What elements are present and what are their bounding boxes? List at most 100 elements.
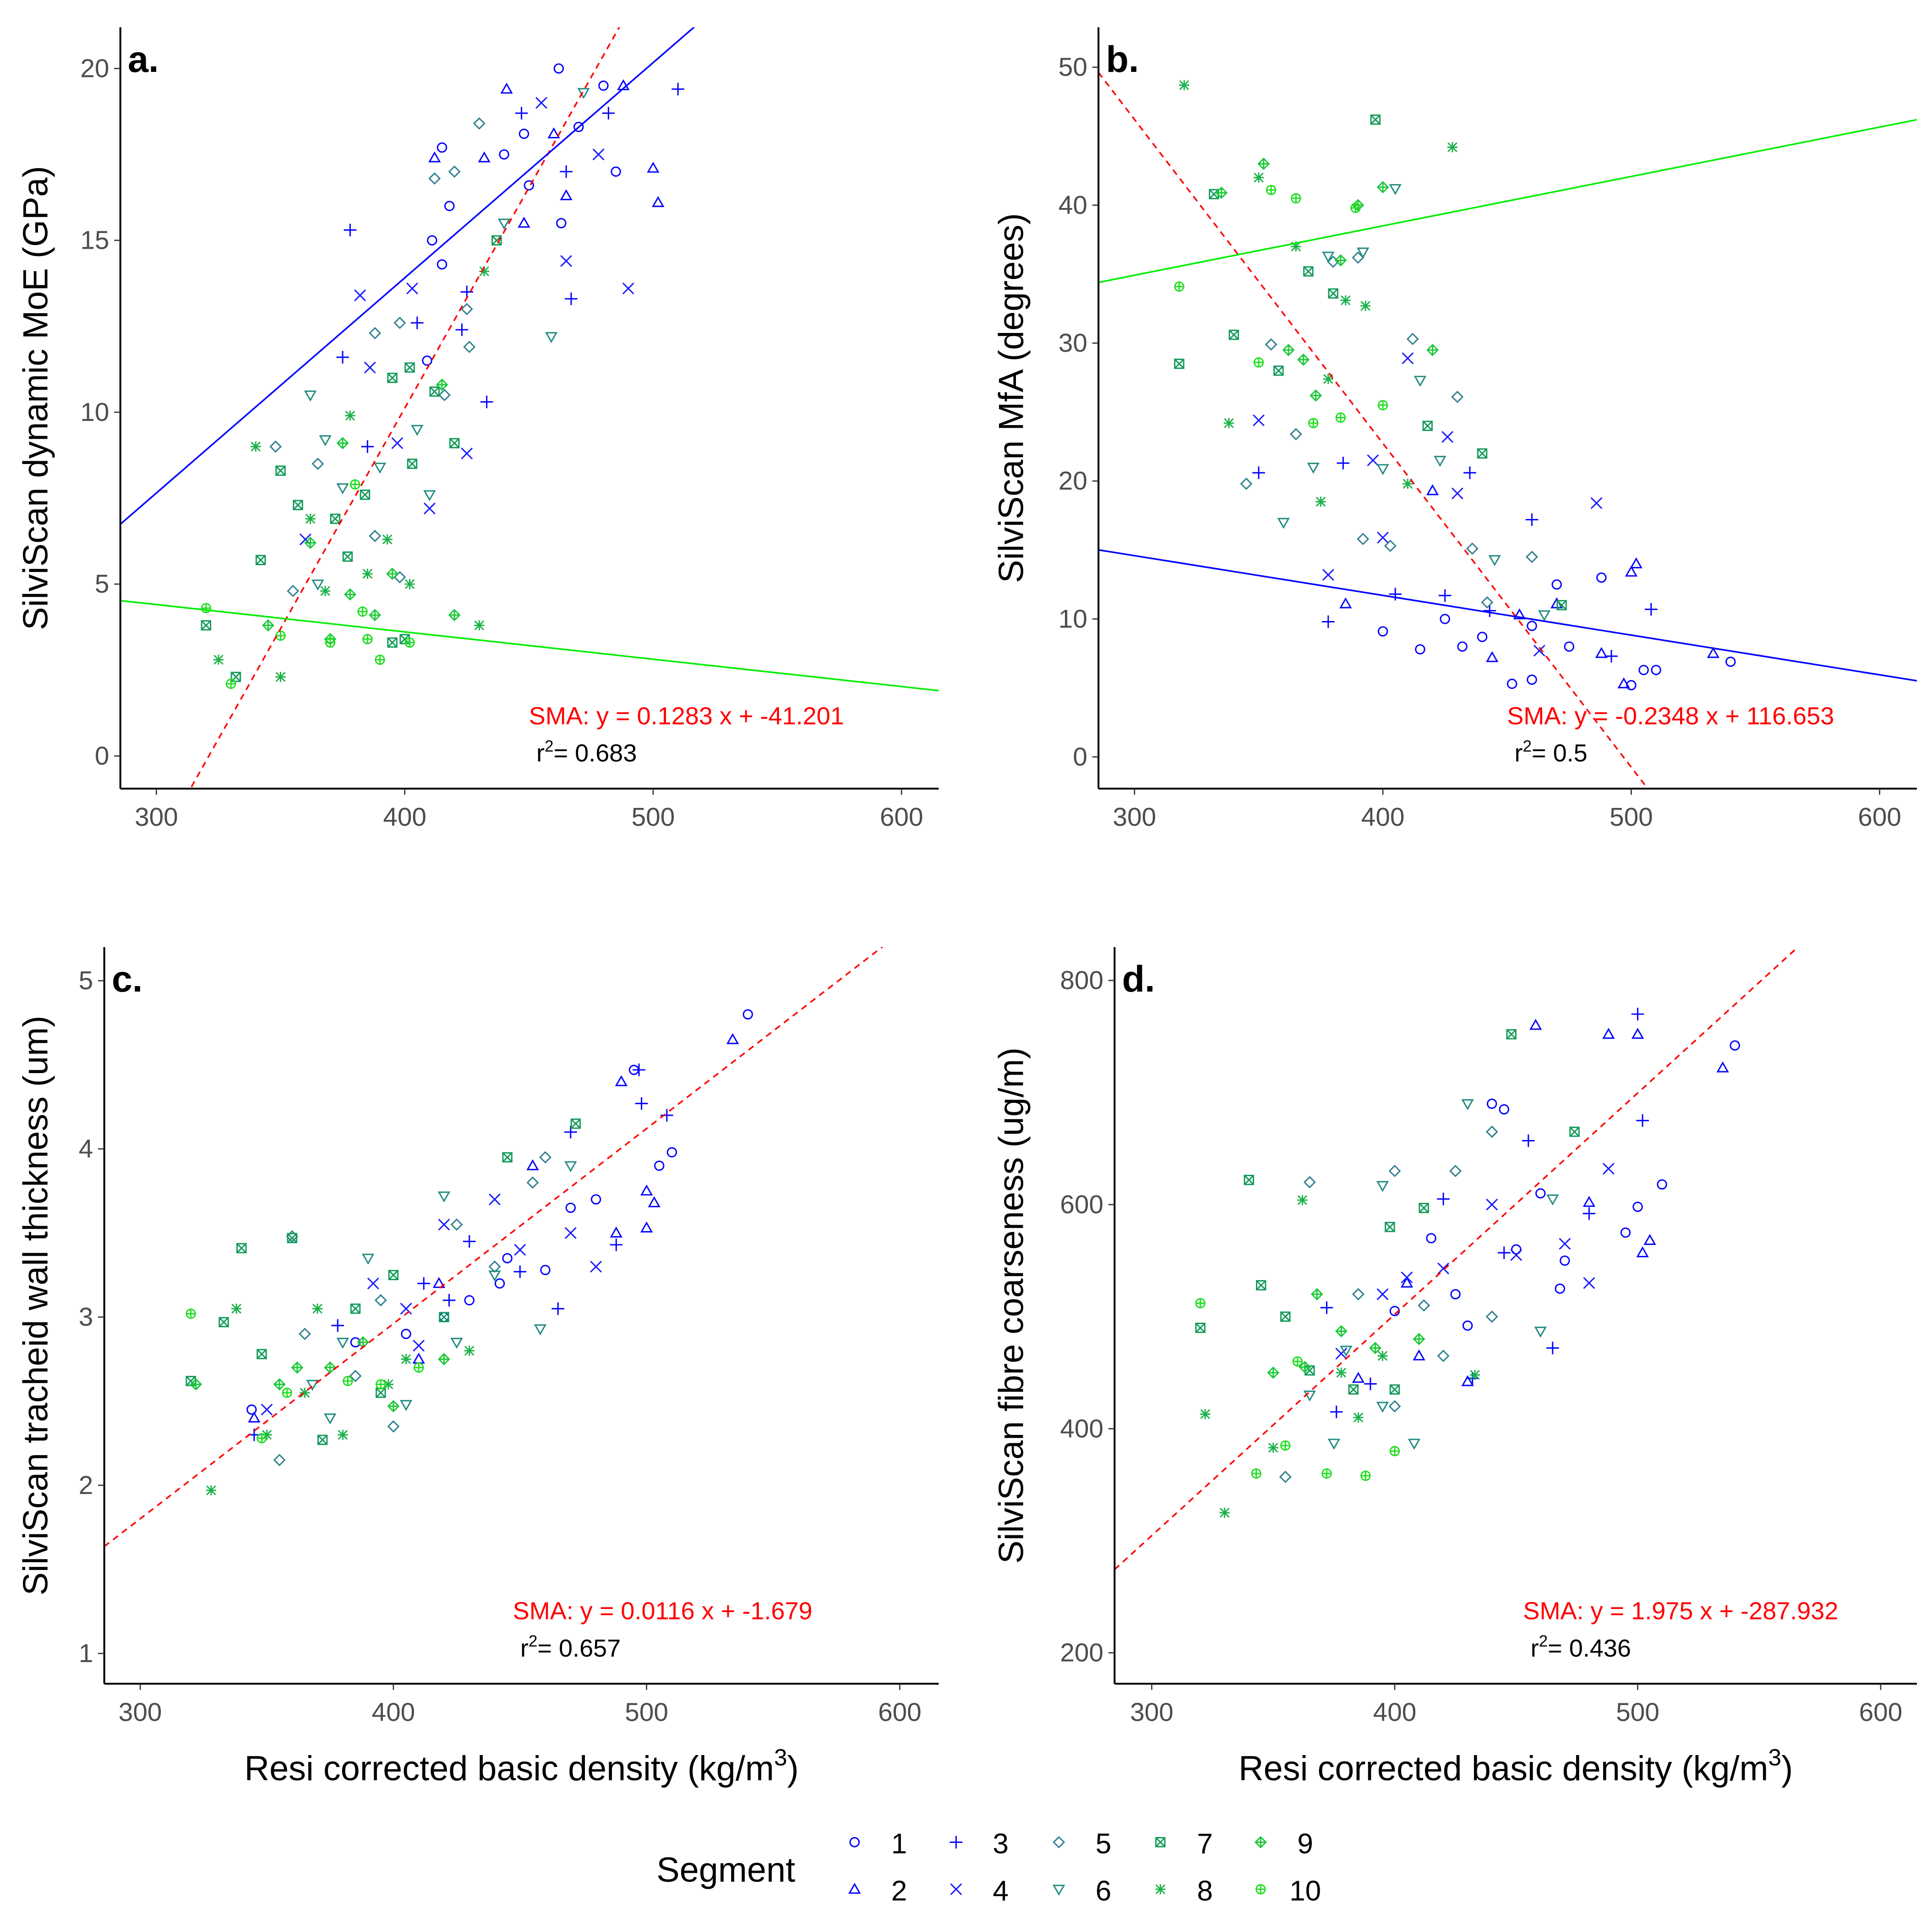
data-point-segment-7	[1273, 365, 1284, 376]
data-point-segment-4	[1602, 1162, 1615, 1175]
data-point-segment-7	[376, 1387, 386, 1398]
data-point-segment-7	[317, 1434, 328, 1445]
y-tick-label: 20	[80, 54, 109, 83]
panel-label: c.	[112, 959, 143, 1000]
data-point-segment-6	[1340, 1346, 1353, 1357]
data-point-segment-1	[401, 1329, 411, 1339]
legend-item-segment-6: 6	[1053, 1875, 1111, 1907]
scatter-points	[201, 63, 684, 689]
data-point-segment-1	[598, 80, 609, 91]
r-squared: r2= 0.657	[520, 1632, 621, 1662]
data-point-segment-8	[1469, 1369, 1480, 1380]
data-point-segment-1	[1560, 1255, 1570, 1266]
data-point-segment-9	[262, 619, 274, 632]
data-point-segment-2	[615, 1075, 628, 1086]
data-point-segment-8	[383, 1379, 393, 1390]
data-point-segment-1	[1535, 1188, 1546, 1199]
data-point-segment-1	[437, 259, 448, 270]
data-point-segment-7	[407, 458, 418, 469]
data-point-segment-10	[343, 1376, 353, 1386]
data-point-segment-2	[1631, 1028, 1644, 1039]
data-point-segment-2	[640, 1184, 653, 1196]
legend-symbol-icon	[1155, 1884, 1166, 1895]
data-point-segment-6	[1389, 184, 1402, 195]
data-point-segment-2	[1630, 557, 1643, 568]
data-point-segment-2	[1707, 647, 1719, 658]
data-point-segment-5	[463, 340, 476, 353]
legend-item-segment-10: 10	[1255, 1875, 1321, 1907]
data-point-segment-3	[1438, 589, 1452, 602]
data-point-segment-1	[1462, 1320, 1473, 1331]
data-point-segment-2	[1461, 1375, 1474, 1386]
legend-item-segment-2: 2	[848, 1875, 907, 1907]
data-point-segment-5	[473, 117, 486, 130]
data-point-segment-9	[436, 378, 448, 391]
data-point-segment-2	[526, 1159, 539, 1171]
data-point-segment-1	[540, 1265, 551, 1276]
data-point-segment-3	[1252, 466, 1265, 480]
data-point-segment-5	[1388, 1165, 1401, 1178]
scatter-points	[1174, 80, 1736, 691]
legend-symbol-icon	[1254, 1836, 1267, 1849]
data-point-segment-5	[1303, 1176, 1316, 1189]
y-tick-label: 50	[1059, 53, 1087, 82]
data-point-segment-1	[518, 128, 529, 139]
data-point-segment-7	[429, 386, 440, 397]
data-point-segment-1	[553, 63, 564, 74]
data-point-segment-7	[1569, 1126, 1580, 1137]
data-point-segment-6	[1376, 1401, 1389, 1413]
data-point-segment-6	[304, 390, 317, 402]
y-tick-label: 40	[1059, 191, 1087, 220]
data-point-segment-8	[275, 671, 286, 682]
data-point-segment-7	[275, 465, 286, 476]
data-point-segment-10	[1350, 202, 1361, 213]
data-point-segment-1	[437, 142, 448, 153]
data-point-segment-9	[344, 588, 356, 601]
data-point-segment-5	[1279, 1471, 1292, 1483]
data-point-segment-1	[427, 235, 437, 246]
data-point-segment-7	[257, 1349, 267, 1359]
x-tick-label: 500	[632, 803, 675, 832]
data-point-segment-7	[439, 1312, 449, 1322]
legend-label: 10	[1289, 1875, 1321, 1907]
x-tick-label: 500	[1610, 803, 1653, 832]
data-point-segment-6	[577, 88, 590, 99]
data-point-segment-10	[362, 634, 373, 644]
data-point-segment-7	[1195, 1322, 1206, 1333]
data-point-segment-8	[1377, 1351, 1388, 1361]
data-point-segment-6	[1303, 1391, 1316, 1402]
data-point-segment-8	[206, 1485, 216, 1496]
data-point-segment-4	[1533, 644, 1545, 657]
data-point-segment-8	[1268, 1442, 1278, 1453]
data-point-segment-7	[1419, 1203, 1429, 1213]
data-point-segment-2	[1595, 647, 1608, 658]
data-point-segment-6	[324, 1413, 337, 1425]
data-point-segment-2	[547, 127, 560, 138]
data-point-segment-7	[1303, 266, 1314, 277]
data-point-segment-2	[1716, 1061, 1729, 1073]
data-point-segment-3	[1330, 1405, 1343, 1418]
data-point-segment-4	[391, 437, 404, 449]
data-point-segment-5	[369, 327, 382, 339]
data-point-segment-3	[1497, 1246, 1511, 1260]
data-point-segment-6	[564, 1161, 577, 1172]
data-point-segment-3	[1364, 1377, 1377, 1391]
data-point-segment-4	[413, 1340, 425, 1352]
data-point-segment-8	[382, 534, 393, 545]
legend-label: 9	[1297, 1828, 1313, 1860]
sma-regression-line	[104, 947, 884, 1547]
data-point-segment-9	[1267, 1366, 1280, 1379]
data-point-segment-10	[349, 479, 360, 490]
data-point-segment-3	[660, 1109, 673, 1122]
data-point-segment-3	[442, 1294, 456, 1307]
legend-symbol-icon	[1155, 1837, 1166, 1848]
data-point-segment-8	[338, 1429, 348, 1440]
data-point-segment-1	[1651, 665, 1661, 676]
data-point-segment-7	[388, 1270, 399, 1281]
data-point-segment-2	[647, 162, 660, 173]
data-point-segment-2	[1529, 1019, 1542, 1030]
data-point-segment-10	[257, 1433, 267, 1444]
data-point-segment-2	[500, 82, 513, 94]
data-point-segment-3	[610, 1238, 623, 1251]
data-point-segment-3	[1463, 466, 1476, 480]
